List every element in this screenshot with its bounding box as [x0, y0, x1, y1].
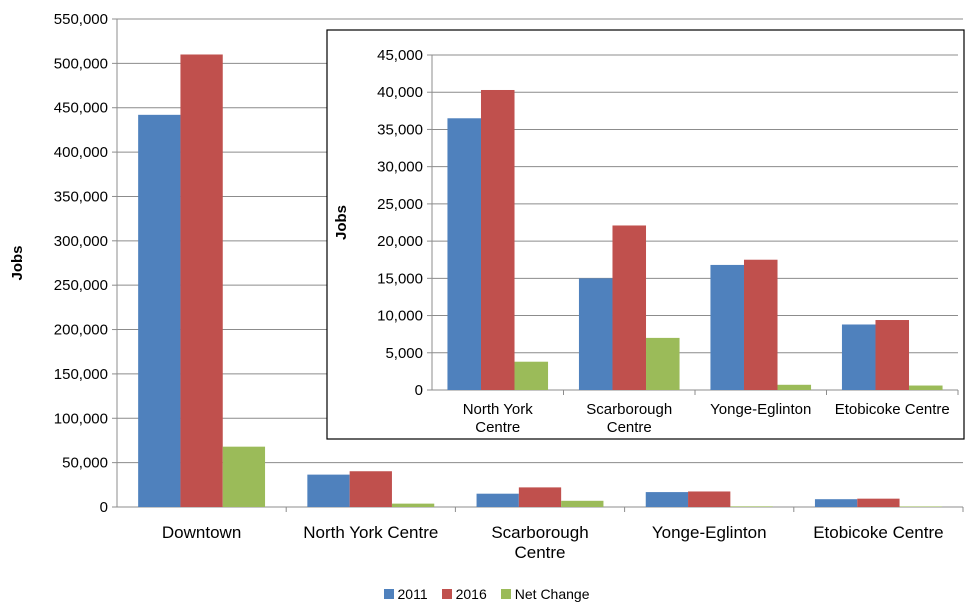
- inset-chart: 0 5,000 10,000 15,000 20,000 25,000 30,000 35,0…: [326, 29, 965, 440]
- main-xtick-label-downtown: Downtown: [162, 523, 241, 542]
- main-ytick-label: 450,000: [54, 100, 108, 117]
- inset-bar-etobicoke-centre-2011: [841, 324, 876, 390]
- main-bar-etobicoke-centre-net-change: [899, 506, 942, 507]
- inset-bar-north-york-centre-2016: [480, 89, 515, 390]
- inset-bar-yonge-eglinton-2016: [743, 259, 778, 390]
- main-ytick-label: 250,000: [54, 277, 108, 294]
- inset-ytick-label: 10,000: [377, 308, 423, 325]
- main-bar-scarborough-centre-2016: [518, 487, 562, 507]
- inset-bar-etobicoke-centre-net-change: [909, 385, 943, 390]
- inset-ylabel: Jobs: [333, 205, 350, 240]
- main-bar-yonge-eglinton-2016: [688, 491, 731, 507]
- legend-label-2016: 2016: [455, 586, 487, 602]
- legend-label-net-change: Net Change: [514, 586, 590, 602]
- main-bar-etobicoke-centre-2011: [814, 499, 858, 507]
- main-ytick-label: 300,000: [54, 233, 108, 250]
- inset-bar-yonge-eglinton-2011: [710, 264, 744, 390]
- main-ytick-label: 100,000: [54, 410, 108, 427]
- main-bar-north-york-centre-net-change: [391, 503, 435, 507]
- main-xtick-label-scarborough-centre: Scarborough Centre: [491, 523, 588, 562]
- inset-bar-scarborough-centre-net-change: [646, 337, 680, 390]
- inset-bar-scarborough-centre-2016: [612, 225, 647, 390]
- main-ytick-label: 50,000: [62, 455, 108, 472]
- inset-ytick-label: 35,000: [377, 121, 423, 138]
- inset-bar-north-york-centre-2011: [447, 118, 481, 391]
- inset-ytick-label: 45,000: [377, 47, 423, 64]
- main-ytick-label: 200,000: [54, 322, 108, 339]
- main-bar-downtown-2016: [180, 54, 223, 508]
- main-ytick-label: 550,000: [54, 11, 108, 28]
- legend-label-2011: 2011: [397, 586, 428, 602]
- main-xtick-label-yonge-eglinton: Yonge-Eglinton: [652, 523, 767, 542]
- inset-ytick-label: 5,000: [385, 345, 423, 362]
- main-ytick-label: 500,000: [54, 55, 108, 72]
- main-bar-north-york-centre-2011: [307, 474, 350, 507]
- main-xtick-label-etobicoke-centre: Etobicoke Centre: [813, 523, 943, 542]
- main-ytick-label: 0: [100, 499, 108, 516]
- inset-xtick-label-scarborough-centre: Scarborough Centre: [586, 401, 672, 436]
- legend-item-2011: 2011: [383, 586, 428, 602]
- inset-ytick-label: 25,000: [377, 196, 423, 213]
- legend-item-2016: 2016: [441, 586, 487, 602]
- inset-ytick-label: 15,000: [377, 270, 423, 287]
- inset-ytick-label: 20,000: [377, 233, 423, 250]
- main-bar-downtown-net-change: [222, 446, 266, 507]
- main-ytick-label: 400,000: [54, 144, 108, 161]
- inset-xtick-label-etobicoke-centre: Etobicoke Centre: [835, 401, 950, 418]
- main-bar-north-york-centre-2016: [349, 471, 392, 507]
- legend-swatch-2016: [441, 589, 452, 599]
- main-bar-downtown-2011: [138, 114, 181, 508]
- main-bar-scarborough-centre-net-change: [561, 500, 604, 507]
- inset-bar-scarborough-centre-2011: [578, 278, 613, 390]
- inset-bar-yonge-eglinton-net-change: [777, 384, 812, 390]
- inset-bar-north-york-centre-net-change: [514, 361, 549, 390]
- inset-ytick-label: 40,000: [377, 84, 423, 101]
- main-xtick-label-north-york-centre: North York Centre: [303, 523, 438, 542]
- legend-swatch-2011: [383, 589, 394, 599]
- main-ylabel: Jobs: [9, 245, 26, 280]
- main-chart: 0 50,000 100,000 150,000 200,000 250,000 300,0…: [9, 11, 964, 562]
- inset-xtick-label-yonge-eglinton: Yonge-Eglinton: [710, 401, 811, 418]
- inset-xtick-label-north-york-centre: North York Centre: [463, 401, 534, 436]
- inset-bar-etobicoke-centre-2016: [875, 320, 910, 390]
- main-ytick-label: 350,000: [54, 188, 108, 205]
- legend-swatch-net-change: [500, 589, 511, 599]
- inset-ytick-label: 30,000: [377, 159, 423, 176]
- main-bar-yonge-eglinton-net-change: [730, 506, 773, 507]
- main-ytick-label: 150,000: [54, 366, 108, 383]
- inset-ytick-label: 0: [415, 382, 423, 399]
- legend-item-net-change: Net Change: [500, 586, 590, 602]
- main-bar-etobicoke-centre-2016: [857, 498, 900, 507]
- main-bar-yonge-eglinton-2011: [645, 492, 689, 507]
- legend: 2011 2016 Net Change: [0, 586, 973, 602]
- main-bar-scarborough-centre-2011: [476, 493, 519, 507]
